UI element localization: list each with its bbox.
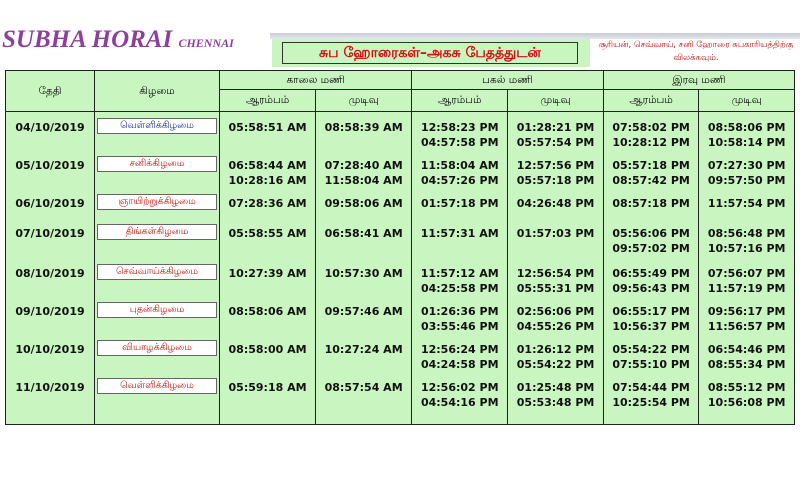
afternoon-end: 02:56:06 PM 04:55:26 PM bbox=[507, 296, 604, 334]
date-cell: 08/10/2019 bbox=[5, 258, 95, 296]
header-strip bbox=[270, 33, 800, 39]
weekday-label: வெள்ளிக்கிழமை bbox=[97, 378, 217, 394]
date-cell: 07/10/2019 bbox=[5, 218, 95, 258]
header-end: முடிவு bbox=[507, 89, 604, 112]
afternoon-end: 01:26:12 PM 05:54:22 PM bbox=[507, 334, 604, 372]
header-end: முடிவு bbox=[315, 89, 413, 112]
morning-end: 09:58:06 AM bbox=[315, 188, 413, 218]
date-cell: 04/10/2019 bbox=[5, 111, 95, 150]
afternoon-end: 12:56:54 PM 05:55:31 PM bbox=[507, 258, 604, 296]
weekday-label: வெள்ளிக்கிழமை bbox=[97, 118, 217, 134]
header-night: இரவு மணி bbox=[602, 70, 796, 90]
morning-end: 09:57:46 AM bbox=[315, 296, 413, 334]
page-title: சுப ஹோரைகள்–அகசு பேதத்துடன் bbox=[282, 42, 578, 64]
day-cell: சனிக்கிழமை bbox=[94, 150, 220, 188]
date-cell: 09/10/2019 bbox=[5, 296, 95, 334]
weekday-label: ஞாயிற்றுக்கிழமை bbox=[97, 194, 217, 210]
table-row: 11/10/2019 வெள்ளிக்கிழமை 05:59:18 AM 08:57:… bbox=[5, 372, 795, 425]
morning-end: 06:58:41 AM bbox=[315, 218, 413, 258]
day-cell: வெள்ளிக்கிழமை bbox=[94, 372, 220, 425]
night-start: 08:57:18 PM bbox=[602, 188, 700, 218]
morning-start: 08:58:06 AM bbox=[218, 296, 317, 334]
night-end: 11:57:54 PM bbox=[698, 188, 795, 218]
morning-end: 07:28:40 AM 11:58:04 AM bbox=[315, 150, 413, 188]
brand-city: CHENNAI bbox=[178, 36, 234, 50]
day-cell: வெள்ளிக்கிழமை bbox=[94, 111, 220, 150]
warning-note: சூரியன், செவ்வாய், சனி ஹோரை சுபகாரியத்தி… bbox=[598, 40, 794, 63]
horai-table: தேதி கிழமை காலை மணி பகல் மணி இரவு மணி ஆர… bbox=[5, 70, 796, 425]
afternoon-start: 11:58:04 AM 04:57:26 PM bbox=[411, 150, 509, 188]
afternoon-end: 01:57:03 PM bbox=[507, 218, 604, 258]
header-end: முடிவு bbox=[698, 89, 795, 112]
night-start: 07:58:02 PM 10:28:12 PM bbox=[602, 111, 700, 150]
morning-start: 05:58:55 AM bbox=[218, 218, 317, 258]
afternoon-end: 04:26:48 PM bbox=[507, 188, 604, 218]
night-start: 05:57:18 PM 08:57:42 PM bbox=[602, 150, 700, 188]
morning-end: 10:57:30 AM bbox=[315, 258, 413, 296]
table-row: 06/10/2019 ஞாயிற்றுக்கிழமை 07:28:36 AM 09:5… bbox=[5, 188, 795, 218]
afternoon-start: 01:57:18 PM bbox=[411, 188, 509, 218]
afternoon-start: 11:57:31 AM bbox=[411, 218, 509, 258]
afternoon-start: 12:56:24 PM 04:24:58 PM bbox=[411, 334, 509, 372]
date-cell: 11/10/2019 bbox=[5, 372, 95, 425]
table-row: 05/10/2019 சனிக்கிழமை 06:58:44 AM 10:28:16… bbox=[5, 150, 795, 188]
morning-start: 06:58:44 AM 10:28:16 AM bbox=[218, 150, 317, 188]
night-start: 06:55:49 PM 09:56:43 PM bbox=[602, 258, 700, 296]
brand-title: SUBHA HORAI bbox=[2, 26, 173, 53]
header-morning: காலை மணி bbox=[218, 70, 413, 90]
night-end: 08:55:12 PM 10:56:08 PM bbox=[698, 372, 795, 425]
day-cell: ஞாயிற்றுக்கிழமை bbox=[94, 188, 220, 218]
afternoon-end: 01:25:48 PM 05:53:48 PM bbox=[507, 372, 604, 425]
morning-end: 10:27:24 AM bbox=[315, 334, 413, 372]
night-end: 08:58:06 PM 10:58:14 PM bbox=[698, 111, 795, 150]
title-box: சுப ஹோரைகள்–அகசு பேதத்துடன் bbox=[272, 39, 590, 67]
afternoon-start: 01:26:36 PM 03:55:46 PM bbox=[411, 296, 509, 334]
table-row: 10/10/2019 வியாழக்கிழமை 08:58:00 AM 10:27:2… bbox=[5, 334, 795, 372]
date-cell: 05/10/2019 bbox=[5, 150, 95, 188]
day-cell: திங்கள்கிழமை bbox=[94, 218, 220, 258]
header-day: கிழமை bbox=[94, 70, 220, 112]
header-start: ஆரம்பம் bbox=[411, 89, 509, 112]
morning-start: 10:27:39 AM bbox=[218, 258, 317, 296]
morning-start: 08:58:00 AM bbox=[218, 334, 317, 372]
afternoon-start: 12:56:02 PM 04:54:16 PM bbox=[411, 372, 509, 425]
weekday-label: புதன்கிழமை bbox=[97, 302, 217, 318]
weekday-label: செவ்வாய்க்கிழமை bbox=[97, 264, 217, 280]
header-start: ஆரம்பம் bbox=[218, 89, 317, 112]
date-cell: 06/10/2019 bbox=[5, 188, 95, 218]
night-start: 05:54:22 PM 07:55:10 PM bbox=[602, 334, 700, 372]
morning-start: 07:28:36 AM bbox=[218, 188, 317, 218]
day-cell: செவ்வாய்க்கிழமை bbox=[94, 258, 220, 296]
morning-end: 08:58:39 AM bbox=[315, 111, 413, 150]
header-date: தேதி bbox=[5, 70, 95, 112]
morning-end: 08:57:54 AM bbox=[315, 372, 413, 425]
morning-start: 05:58:51 AM bbox=[218, 111, 317, 150]
afternoon-end: 12:57:56 PM 05:57:18 PM bbox=[507, 150, 604, 188]
table-row: 07/10/2019 திங்கள்கிழமை 05:58:55 AM 06:58:4… bbox=[5, 218, 795, 258]
table-row: 09/10/2019 புதன்கிழமை 08:58:06 AM 09:57:46 … bbox=[5, 296, 795, 334]
night-start: 05:56:06 PM 09:57:02 PM bbox=[602, 218, 700, 258]
weekday-label: வியாழக்கிழமை bbox=[97, 340, 217, 356]
header-afternoon: பகல் மணி bbox=[411, 70, 604, 90]
night-end: 07:56:07 PM 11:57:19 PM bbox=[698, 258, 795, 296]
night-end: 07:27:30 PM 09:57:50 PM bbox=[698, 150, 795, 188]
table-row: 08/10/2019 செவ்வாய்க்கிழமை 10:27:39 AM 10:5… bbox=[5, 258, 795, 296]
morning-start: 05:59:18 AM bbox=[218, 372, 317, 425]
night-start: 06:55:17 PM 10:56:37 PM bbox=[602, 296, 700, 334]
afternoon-start: 12:58:23 PM 04:57:58 PM bbox=[411, 111, 509, 150]
table-row: 04/10/2019 வெள்ளிக்கிழமை 05:58:51 AM 08:58:… bbox=[5, 111, 795, 150]
night-start: 07:54:44 PM 10:25:54 PM bbox=[602, 372, 700, 425]
date-cell: 10/10/2019 bbox=[5, 334, 95, 372]
night-end: 08:56:48 PM 10:57:16 PM bbox=[698, 218, 795, 258]
afternoon-start: 11:57:12 AM 04:25:58 PM bbox=[411, 258, 509, 296]
day-cell: வியாழக்கிழமை bbox=[94, 334, 220, 372]
afternoon-end: 01:28:21 PM 05:57:54 PM bbox=[507, 111, 604, 150]
night-end: 06:54:46 PM 08:55:34 PM bbox=[698, 334, 795, 372]
header-start: ஆரம்பம் bbox=[602, 89, 700, 112]
day-cell: புதன்கிழமை bbox=[94, 296, 220, 334]
weekday-label: திங்கள்கிழமை bbox=[97, 224, 217, 240]
brand-logo: SUBHA HORAI CHENNAI bbox=[2, 26, 234, 54]
night-end: 09:56:17 PM 11:56:57 PM bbox=[698, 296, 795, 334]
weekday-label: சனிக்கிழமை bbox=[97, 156, 217, 172]
